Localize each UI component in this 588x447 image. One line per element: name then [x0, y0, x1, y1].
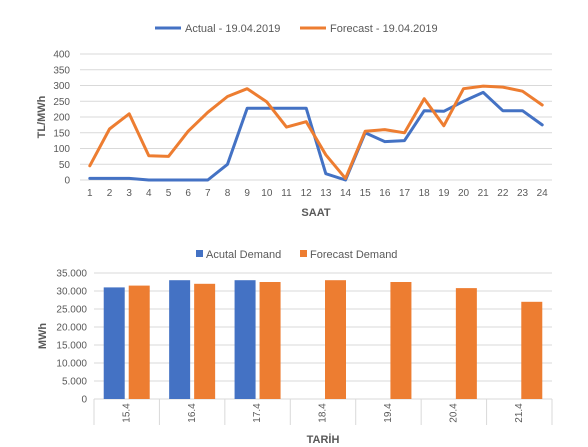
y-tick-label: 50 — [59, 160, 71, 171]
y-axis-title: TL/MWh — [36, 95, 48, 138]
y-tick-label: 35.000 — [56, 269, 87, 280]
bar-forecast-demand — [521, 301, 543, 399]
x-tick-label: 8 — [225, 188, 231, 199]
x-tick-label: 16.4 — [187, 403, 198, 423]
x-tick-label: 15 — [360, 188, 372, 199]
legend-swatch-actual-demand — [196, 250, 203, 257]
x-tick-label: 15.4 — [121, 403, 132, 423]
x-tick-label: 3 — [126, 188, 132, 199]
x-tick-label: 18 — [419, 188, 431, 199]
legend-label-actual: Actual - 19.04.2019 — [185, 23, 280, 35]
bar-forecast-demand — [455, 288, 477, 399]
bar-actual-demand — [169, 280, 191, 399]
bar-forecast-demand — [259, 282, 281, 399]
x-axis-title: TARİH — [307, 433, 340, 446]
x-tick-label: 6 — [185, 188, 191, 199]
y-tick-label: 25.000 — [56, 305, 87, 316]
legend-label-actual-demand: Acutal Demand — [206, 249, 281, 261]
y-tick-label: 15.000 — [56, 341, 87, 352]
x-tick-label: 5 — [166, 188, 172, 199]
series-line-forecast — [88, 84, 544, 180]
x-tick-label: 24 — [537, 188, 549, 199]
y-tick-label: 100 — [53, 144, 70, 155]
y-tick-label: 150 — [53, 128, 70, 139]
x-tick-label: 12 — [301, 188, 313, 199]
x-tick-label: 14 — [340, 188, 352, 199]
x-tick-label: 20.4 — [448, 403, 459, 423]
y-tick-label: 30.000 — [56, 287, 87, 298]
legend-label-forecast: Forecast - 19.04.2019 — [330, 23, 438, 35]
x-tick-label: 13 — [320, 188, 332, 199]
y-tick-label: 200 — [53, 113, 70, 124]
legend-swatch-forecast-demand — [300, 250, 307, 257]
x-tick-label: 16 — [379, 188, 391, 199]
x-tick-label: 2 — [107, 188, 113, 199]
x-tick-label: 18.4 — [318, 403, 329, 423]
x-tick-label: 10 — [261, 188, 273, 199]
x-tick-label: 17.4 — [252, 403, 263, 423]
bar-actual-demand — [103, 287, 125, 399]
x-tick-label: 4 — [146, 188, 152, 199]
y-tick-label: 300 — [53, 81, 70, 92]
y-tick-label: 250 — [53, 97, 70, 108]
x-tick-label: 21.4 — [514, 403, 525, 423]
x-axis-title: SAAT — [301, 207, 330, 219]
x-tick-label: 19 — [438, 188, 450, 199]
y-tick-label: 5.000 — [62, 377, 87, 388]
bar-forecast-demand — [128, 285, 150, 399]
bar-forecast-demand — [194, 283, 216, 399]
y-tick-label: 0 — [81, 395, 87, 406]
x-tick-label: 19.4 — [383, 403, 394, 423]
x-tick-label: 7 — [205, 188, 211, 199]
y-tick-label: 0 — [64, 176, 70, 187]
y-tick-label: 10.000 — [56, 359, 87, 370]
daily-demand-bar-chart: Acutal Demand Forecast Demand 0 5.000 10.000… — [37, 249, 553, 446]
x-tick-label: 22 — [497, 188, 509, 199]
x-tick-label: 23 — [517, 188, 529, 199]
bar-forecast-demand — [390, 282, 412, 399]
y-tick-label: 400 — [53, 50, 70, 61]
y-axis-title: MWh — [37, 323, 49, 350]
x-tick-label: 11 — [281, 188, 292, 199]
y-tick-label: 350 — [53, 65, 70, 76]
x-tick-label: 1 — [87, 188, 93, 199]
x-tick-label: 20 — [458, 188, 470, 199]
hourly-price-line-chart: Actual - 19.04.2019 Forecast - 19.04.2019… — [36, 23, 552, 219]
bar-actual-demand — [234, 280, 256, 399]
y-tick-label: 20.000 — [56, 323, 87, 334]
x-tick-label: 17 — [399, 188, 411, 199]
bar-forecast-demand — [325, 280, 346, 399]
x-tick-label: 9 — [244, 188, 250, 199]
legend-label-forecast-demand: Forecast Demand — [310, 249, 397, 261]
x-tick-label: 21 — [478, 188, 490, 199]
